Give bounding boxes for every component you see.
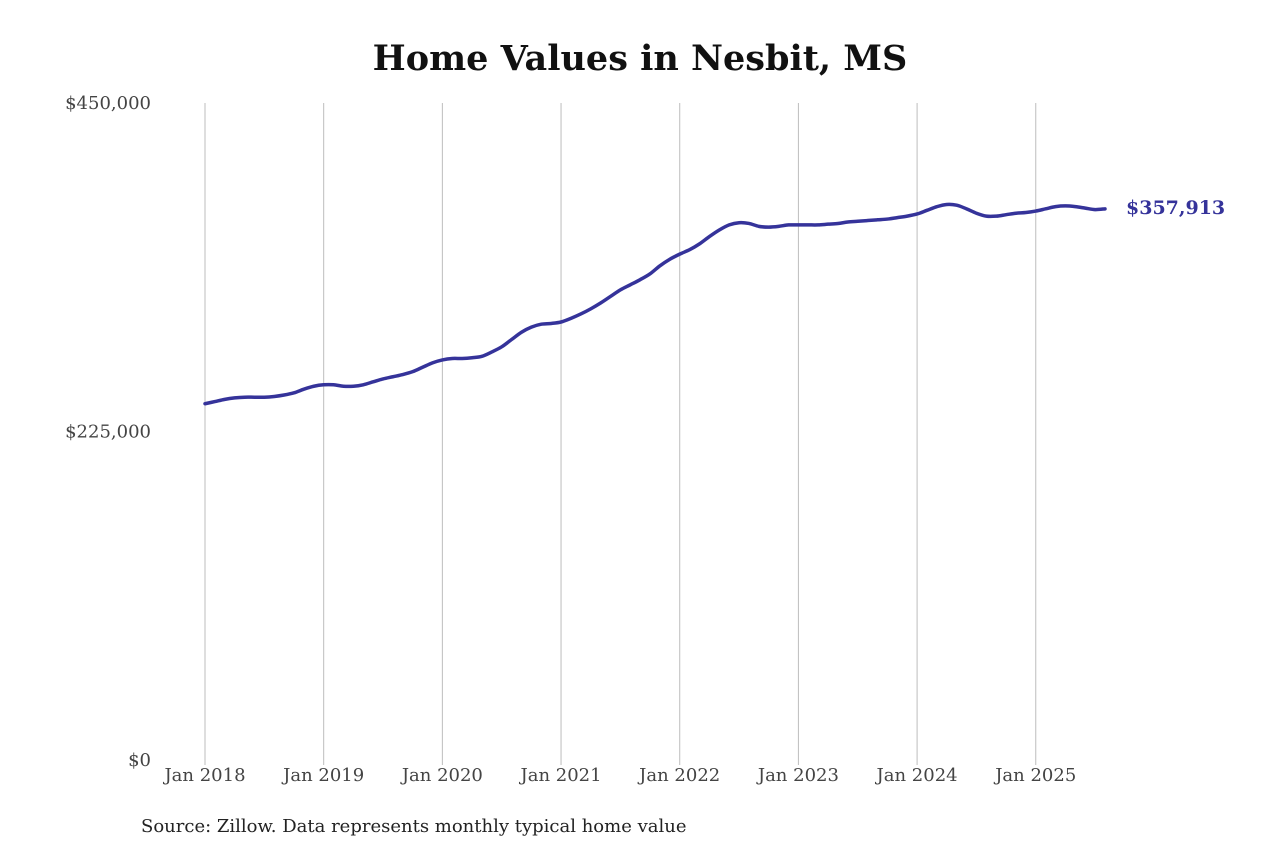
x-tick-label: Jan 2023 (756, 765, 839, 786)
y-axis-ticks: $0 $225,000 $450,000 (65, 93, 151, 771)
series-layer: $357,913 (203, 197, 1225, 406)
gridlines (204, 103, 1037, 765)
x-axis-ticks: Jan 2018 Jan 2019 Jan 2020 Jan 2021 Jan 2022… (162, 765, 1076, 786)
x-tick-label: Jan 2022 (637, 765, 720, 786)
source-note: Source: Zillow. Data represents monthly … (141, 816, 687, 837)
x-tick-label: Jan 2020 (400, 765, 483, 786)
x-tick-label: Jan 2021 (519, 765, 602, 786)
x-tick-label: Jan 2025 (993, 765, 1076, 786)
y-tick-label: $0 (128, 750, 151, 771)
x-tick-label: Jan 2019 (281, 765, 364, 786)
y-tick-label: $450,000 (65, 93, 151, 114)
x-tick-label: Jan 2024 (875, 765, 958, 786)
y-tick-label: $225,000 (65, 422, 151, 443)
end-value-label: $357,913 (1126, 197, 1225, 219)
x-tick-label: Jan 2018 (162, 765, 245, 786)
series-line (203, 202, 1107, 406)
chart-title: Home Values in Nesbit, MS (372, 38, 908, 79)
